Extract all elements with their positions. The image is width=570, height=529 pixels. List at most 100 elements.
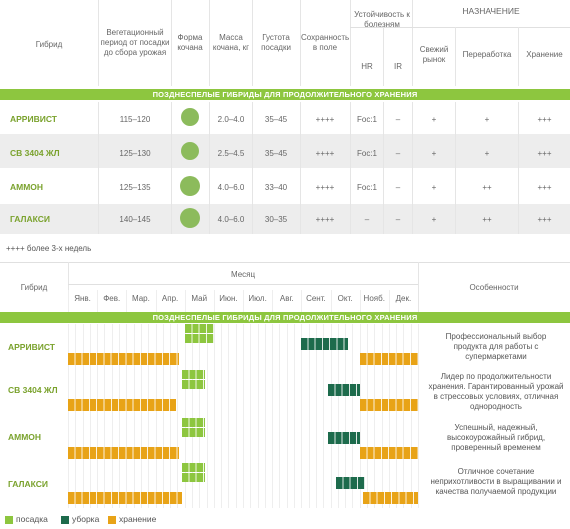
storage-value: ++++ xyxy=(315,215,335,224)
storage-value: ++++ xyxy=(315,115,335,124)
table-row xyxy=(0,134,570,168)
cal-hybrid-name: СВ 3404 ЖЛ xyxy=(8,385,58,395)
cal-hybrid-name: АММОН xyxy=(8,432,42,442)
period-value: 115–120 xyxy=(119,115,151,124)
hr-value: Foc:1 xyxy=(356,149,377,158)
feature-text: Профессиональный выбор продукта для рабо… xyxy=(445,332,547,361)
section-band-calendar: ПОЗДНЕСПЕЛЫЕ ГИБРИДЫ ДЛЯ ПРОДОЛЖИТЕЛЬНОГ… xyxy=(0,312,570,323)
head-shape-icon xyxy=(181,142,199,160)
planting-bar xyxy=(184,334,214,343)
density-value: 30–35 xyxy=(264,215,288,224)
month-label: Сент. xyxy=(306,294,326,303)
cal-col-month: Месяц xyxy=(230,270,256,279)
harvest-legend-swatch xyxy=(61,516,69,524)
hybrid-name: СВ 3404 ЖЛ xyxy=(10,148,60,158)
hybrid-name: АРРИВИСТ xyxy=(10,114,57,124)
storage-bar xyxy=(68,447,179,459)
col-fresh: Свежий рынок xyxy=(419,45,449,64)
density-value: 35–45 xyxy=(264,149,288,158)
head-shape-icon xyxy=(180,208,200,228)
storage-bar xyxy=(359,399,418,411)
col-ir: IR xyxy=(394,62,402,71)
planting-bar xyxy=(181,380,206,389)
fresh-value: + xyxy=(431,115,437,124)
mass-value: 4.0–6.0 xyxy=(217,215,245,224)
harvest-bar xyxy=(327,432,360,444)
feature-text: Успешный, надежный, высокоурожайный гибр… xyxy=(446,423,546,452)
month-label: Янв. xyxy=(74,294,91,303)
period-value: 125–135 xyxy=(119,183,151,192)
mass-value: 2.0–4.0 xyxy=(217,115,245,124)
storage-legend-swatch xyxy=(108,516,116,524)
storage-value: ++++ xyxy=(315,183,335,192)
col-density: Густота посадки xyxy=(261,33,291,52)
planting-bar xyxy=(181,370,206,379)
storage-legend-label: хранение xyxy=(119,514,157,524)
processing-value: + xyxy=(484,115,490,124)
ir-value: – xyxy=(395,115,401,124)
hybrid-name: ГАЛАКСИ xyxy=(10,214,50,224)
keeping-value: +++ xyxy=(537,149,552,158)
storage-bar xyxy=(68,353,179,365)
storage-bar xyxy=(362,492,418,504)
month-label: Июл. xyxy=(248,294,267,303)
col-period: Вегетационный период от посадки до сбора… xyxy=(100,28,170,57)
head-shape-icon xyxy=(181,108,199,126)
harvest-legend-label: уборка xyxy=(72,514,100,524)
fresh-value: + xyxy=(431,183,437,192)
period-value: 140–145 xyxy=(119,215,151,224)
harvest-bar xyxy=(336,477,366,489)
month-label: Май xyxy=(191,294,208,303)
keeping-value: +++ xyxy=(537,115,552,124)
cal-col-features: Особенности xyxy=(469,283,519,292)
month-label: Авг. xyxy=(279,294,294,303)
col-purpose: НАЗНАЧЕНИЕ xyxy=(462,6,520,16)
hybrid-name: АММОН xyxy=(10,182,44,192)
storage-bar xyxy=(359,447,418,459)
month-label: Апр. xyxy=(161,294,179,303)
feature-text: Отличное сочетание неприхотливости в выр… xyxy=(430,467,562,496)
feature-text: Лидер по продолжительности хранения. Гар… xyxy=(428,372,564,411)
section-band-top: ПОЗДНЕСПЕЛЫЕ ГИБРИДЫ ДЛЯ ПРОДОЛЖИТЕЛЬНОГ… xyxy=(0,89,570,100)
storage-bar xyxy=(359,353,418,365)
ir-value: – xyxy=(395,215,401,224)
fresh-value: + xyxy=(431,215,437,224)
col-processing: Переработка xyxy=(462,50,512,59)
cal-hybrid-name: АРРИВИСТ xyxy=(8,342,55,352)
col-resistance: Устойчивость к болезням xyxy=(354,10,410,29)
density-value: 33–40 xyxy=(264,183,288,192)
harvest-bar xyxy=(327,384,360,396)
hr-value: Foc:1 xyxy=(356,183,377,192)
col-keeping: Хранение xyxy=(526,50,563,59)
footnote: ++++ более 3-х недель xyxy=(6,244,92,253)
keeping-value: +++ xyxy=(537,183,552,192)
month-label: Окт. xyxy=(337,294,353,303)
col-mass: Масса кочана, кг xyxy=(212,33,250,52)
planting-bar xyxy=(184,324,214,333)
ir-value: – xyxy=(395,149,401,158)
hr-value: Foc:1 xyxy=(356,115,377,124)
mass-value: 2.5–4.5 xyxy=(217,149,245,158)
planting-legend-swatch xyxy=(5,516,13,524)
storage-bar xyxy=(68,492,182,504)
processing-value: + xyxy=(484,149,490,158)
cal-col-hybrid: Гибрид xyxy=(20,283,48,292)
month-label: Фев. xyxy=(103,294,121,303)
month-label: Мар. xyxy=(131,294,150,303)
density-value: 35–45 xyxy=(264,115,288,124)
keeping-value: +++ xyxy=(537,215,552,224)
storage-bar xyxy=(68,399,176,411)
harvest-bar xyxy=(301,338,348,350)
planting-bar xyxy=(181,418,206,427)
col-storage: Сохранность в поле xyxy=(301,33,350,52)
processing-value: ++ xyxy=(482,215,492,224)
table-row xyxy=(0,204,570,234)
col-hr: HR xyxy=(361,62,373,71)
col-shape: Форма кочана xyxy=(177,33,203,52)
hr-value: – xyxy=(364,215,370,224)
ir-value: – xyxy=(395,183,401,192)
planting-bar xyxy=(181,463,206,472)
cal-hybrid-name: ГАЛАКСИ xyxy=(8,479,48,489)
head-shape-icon xyxy=(180,176,200,196)
month-label: Нояб. xyxy=(363,294,385,303)
